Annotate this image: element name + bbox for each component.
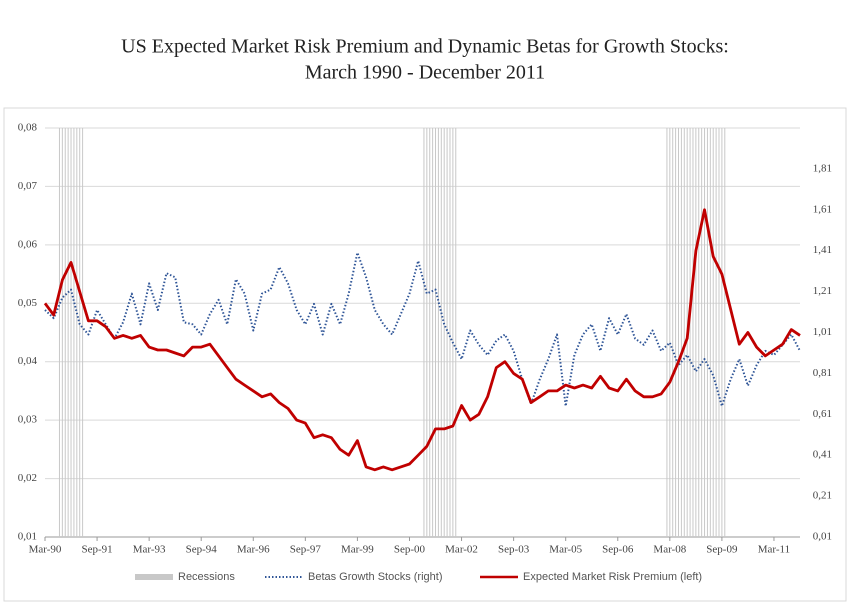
- y2-tick-label: 1,41: [813, 244, 832, 256]
- legend-label: Betas Growth Stocks (right): [308, 571, 443, 583]
- x-tick-label: Mar-05: [549, 544, 582, 556]
- x-tick-label: Sep-00: [394, 544, 426, 556]
- data-line: [44, 251, 801, 408]
- x-tick-label: Mar-08: [653, 544, 686, 556]
- y-tick-label: 0,01: [18, 531, 37, 543]
- legend-label: Expected Market Risk Premium (left): [523, 571, 702, 583]
- x-tick-label: Sep-06: [602, 544, 634, 556]
- y-tick-label: 0,03: [18, 414, 38, 426]
- x-tick-label: Mar-02: [445, 544, 478, 556]
- x-tick-label: Mar-11: [758, 544, 790, 556]
- legend-label: Recessions: [178, 571, 235, 583]
- y2-tick-label: 0,21: [813, 490, 832, 502]
- y2-tick-label: 1,81: [813, 162, 832, 174]
- y2-tick-label: 0,01: [813, 531, 832, 543]
- y2-tick-label: 0,41: [813, 449, 832, 461]
- y2-tick-label: 0,81: [813, 367, 832, 379]
- x-tick-label: Mar-99: [341, 544, 374, 556]
- x-tick-label: Mar-90: [29, 544, 62, 556]
- y-tick-label: 0,06: [18, 238, 38, 250]
- x-tick-label: Sep-09: [706, 544, 738, 556]
- x-tick-label: Sep-97: [290, 544, 322, 556]
- x-tick-label: Sep-91: [81, 544, 112, 556]
- chart-title: US Expected Market Risk Premium and Dyna…: [121, 36, 729, 58]
- y2-tick-label: 1,61: [813, 203, 832, 215]
- y-tick-label: 0,02: [18, 472, 37, 484]
- x-tick-label: Mar-93: [133, 544, 166, 556]
- data-line: [43, 208, 801, 472]
- y2-tick-label: 1,21: [813, 285, 832, 297]
- x-tick-label: Mar-96: [237, 544, 270, 556]
- y-tick-label: 0,05: [18, 297, 38, 309]
- y-tick-label: 0,04: [18, 355, 38, 367]
- x-tick-label: Sep-94: [186, 544, 218, 556]
- chart-title: March 1990 - December 2011: [305, 62, 545, 84]
- y2-tick-label: 1,01: [813, 326, 832, 338]
- x-tick-label: Sep-03: [498, 544, 530, 556]
- y2-tick-label: 0,61: [813, 408, 832, 420]
- y-tick-label: 0,07: [18, 180, 38, 192]
- chart-frame: [3, 107, 847, 602]
- y-tick-label: 0,08: [18, 122, 38, 134]
